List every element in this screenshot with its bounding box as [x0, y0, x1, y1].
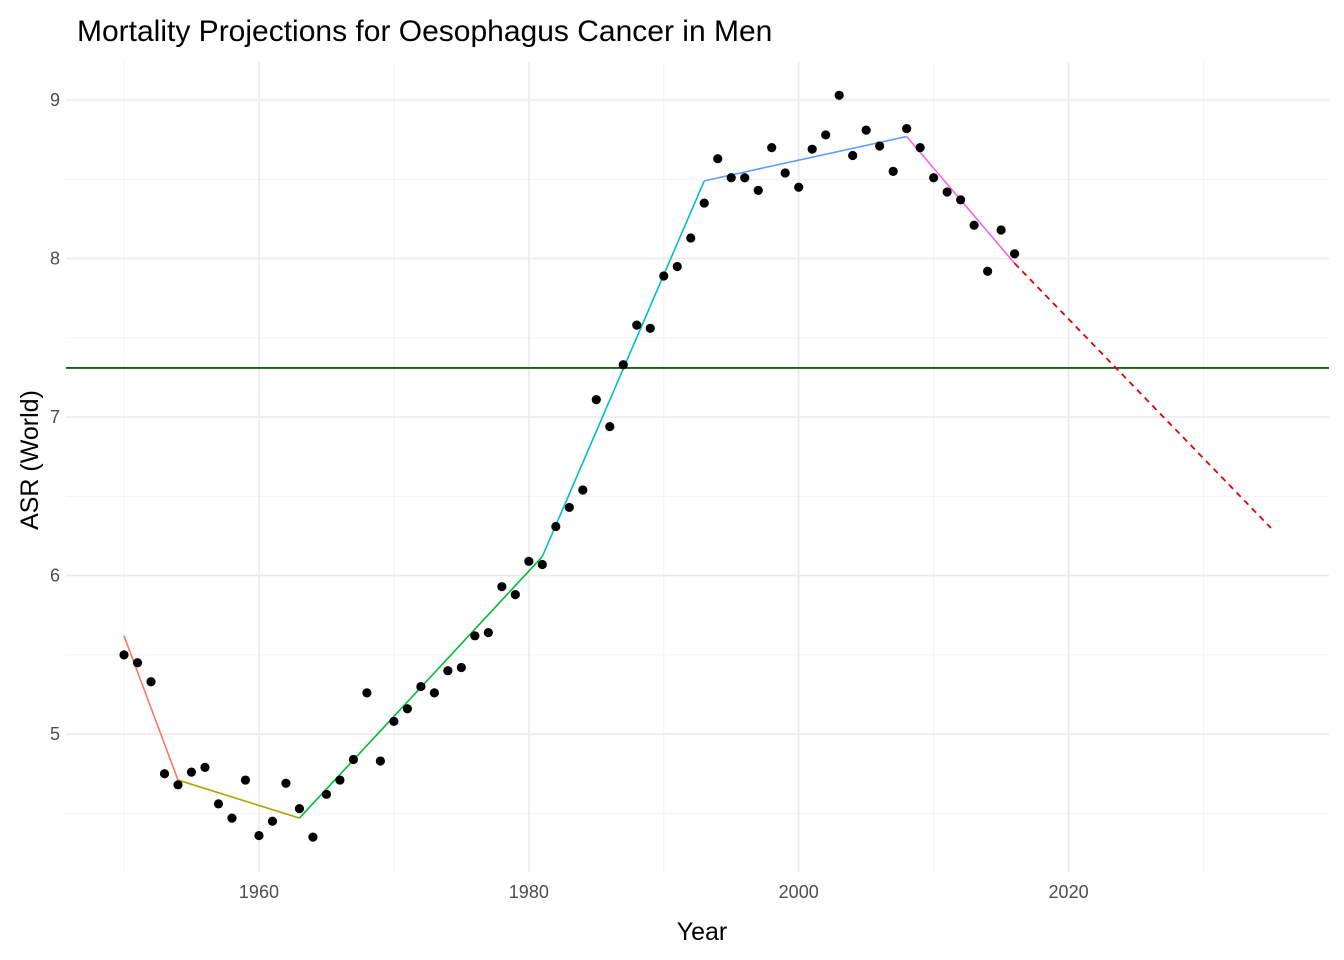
y-axis-title: ASR (World): [16, 390, 44, 530]
data-point: [335, 775, 345, 785]
data-point: [173, 780, 183, 790]
data-point: [1009, 249, 1020, 259]
trend-segment-line: [177, 779, 300, 819]
data-point: [767, 142, 777, 153]
projection-line-layer: [1013, 262, 1272, 529]
data-point: [497, 582, 507, 592]
data-point: [321, 789, 332, 799]
data-point: [375, 756, 386, 766]
data-point: [902, 123, 912, 134]
data-point: [672, 261, 682, 272]
data-point: [443, 666, 453, 676]
data-point: [186, 767, 197, 777]
data-point: [821, 130, 831, 140]
trend-segment-line: [704, 135, 907, 182]
data-point: [713, 154, 723, 164]
trend-segments: [123, 135, 1016, 819]
data-point: [483, 628, 493, 638]
data-point: [281, 778, 291, 788]
y-tick-label: 6: [50, 566, 60, 586]
minor-gridlines: [66, 62, 1329, 872]
projection-line: [1013, 262, 1272, 529]
data-point: [753, 185, 763, 195]
x-axis-title: Year: [677, 918, 728, 946]
data-point: [146, 677, 156, 687]
data-point: [996, 225, 1006, 235]
data-point: [267, 816, 278, 826]
x-tick-label: 1960: [239, 882, 279, 902]
data-point: [686, 233, 696, 243]
data-point: [794, 182, 804, 192]
chart-title: Mortality Projections for Oesophagus Can…: [77, 15, 772, 48]
trend-segment-line: [123, 635, 179, 781]
data-point: [524, 556, 534, 566]
data-point: [402, 704, 412, 714]
data-point: [564, 502, 574, 513]
data-point: [605, 421, 615, 432]
x-tick-label: 2020: [1049, 882, 1089, 902]
data-point: [470, 631, 480, 641]
data-point: [699, 198, 709, 208]
data-point: [969, 220, 979, 230]
data-point: [875, 141, 885, 151]
y-tick-label: 9: [50, 90, 60, 110]
data-point: [240, 775, 251, 785]
x-tick-label: 2000: [779, 882, 819, 902]
major-gridlines: [66, 62, 1329, 872]
y-tick-label: 8: [50, 249, 60, 269]
y-tick-label: 5: [50, 724, 60, 744]
x-tick-label: 1980: [509, 882, 549, 902]
data-point: [294, 803, 305, 814]
data-point: [740, 173, 750, 183]
data-point: [780, 168, 790, 178]
data-point: [618, 360, 628, 370]
data-point: [159, 769, 170, 779]
data-point: [848, 150, 858, 161]
data-point: [308, 832, 318, 842]
data-point: [929, 173, 939, 183]
data-point: [456, 662, 466, 673]
data-point: [632, 320, 642, 330]
data-point: [429, 688, 439, 698]
data-point: [807, 144, 817, 154]
data-point: [659, 271, 669, 281]
data-point: [956, 195, 966, 205]
data-point: [888, 166, 898, 176]
data-point: [227, 813, 237, 823]
data-point: [834, 90, 844, 100]
data-point: [510, 590, 520, 600]
data-point: [132, 658, 143, 668]
data-point: [645, 323, 655, 333]
data-point: [213, 799, 224, 809]
data-point: [942, 187, 952, 197]
data-point: [348, 754, 359, 765]
data-point: [861, 125, 871, 135]
data-point: [416, 681, 426, 692]
data-point: [254, 830, 264, 841]
data-point: [578, 485, 588, 495]
data-point: [551, 521, 561, 532]
data-point: [726, 173, 736, 183]
data-point: [200, 762, 210, 772]
y-axis-tick-labels: 5 6 7 8 9: [50, 90, 60, 744]
data-point: [537, 559, 547, 570]
data-point: [983, 266, 993, 276]
data-point: [119, 650, 129, 660]
x-axis-tick-labels: 1960 1980 2000 2020: [239, 882, 1089, 902]
data-point: [915, 142, 925, 153]
observed-points: [119, 90, 1020, 842]
data-point: [389, 716, 399, 727]
y-tick-label: 7: [50, 407, 60, 427]
data-point: [591, 395, 601, 405]
data-point: [362, 688, 372, 698]
